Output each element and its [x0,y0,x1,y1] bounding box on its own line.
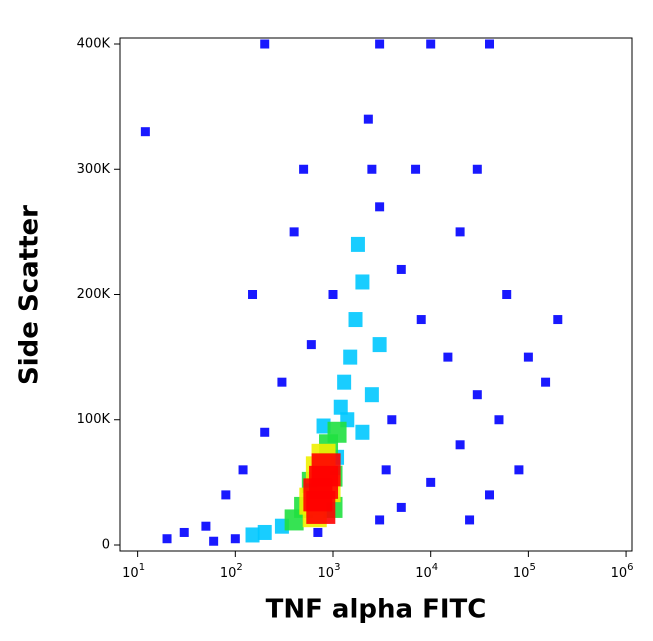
x-tick-label: 101 [122,562,145,581]
y-tick-label: 300K [77,162,111,177]
x-axis-title: TNF alpha FITC [266,595,487,625]
x-tick-base: 10 [122,566,139,581]
x-tick-label: 104 [415,562,438,581]
density-cell [162,534,172,544]
density-cell [502,290,512,299]
x-tick-power: 3 [334,562,340,573]
density-cell [355,424,370,440]
density-cell [375,202,385,212]
x-tick-label: 102 [220,562,243,581]
x-tick-power: 6 [627,562,633,573]
density-cell [494,415,504,425]
density-cell [553,315,563,325]
density-cell [472,390,482,400]
y-tick-label: 0 [102,537,110,552]
density-cell [387,415,397,425]
x-tick-base: 10 [220,566,237,581]
density-cell [299,164,309,174]
y-axis-title: Side Scatter [15,205,45,385]
density-cell [221,490,231,500]
density-cell [350,236,365,252]
density-cell [140,127,150,137]
density-cell [343,349,358,365]
density-cell [238,465,248,475]
density-cell [485,490,495,500]
plot-frame [119,37,633,552]
density-cell [328,290,338,299]
density-cell [363,114,373,124]
y-tick-label: 200K [77,287,111,302]
density-cells [140,39,563,546]
density-cell [337,374,352,390]
density-cell [364,387,379,403]
density-cell [348,312,363,328]
density-cell [201,521,211,531]
density-cell [289,227,299,237]
density-cell [313,527,323,537]
density-cell [277,377,287,387]
density-cell [372,337,387,353]
density-cell [257,524,272,540]
density-cell [245,527,260,543]
density-cell [230,534,240,544]
x-tick-label: 105 [513,562,536,581]
x-tick-label: 106 [611,562,634,581]
density-cell [523,352,533,362]
density-cell [455,440,465,450]
y-tick-label: 100K [77,412,111,427]
density-cell [311,453,341,487]
x-tick-power: 5 [529,562,535,573]
density-cell [248,290,258,299]
density-cell [306,490,336,524]
density-cell [485,39,495,49]
density-cell [416,315,426,325]
density-cell [514,465,524,475]
x-tick-label: 103 [318,562,341,581]
density-cell [284,509,304,531]
density-cell [306,340,316,350]
density-cell [426,39,436,49]
x-tick-base: 10 [513,566,530,581]
density-cell [333,399,348,415]
density-cell [411,164,421,174]
density-cell [426,477,436,487]
density-cell [443,352,453,362]
density-cell [209,536,219,546]
y-tick-label: 400K [77,37,111,52]
x-tick-base: 10 [318,566,335,581]
density-cell [179,527,189,537]
density-cell [472,164,482,174]
density-cell [396,264,406,274]
density-cell [260,39,270,49]
density-cell [375,39,385,49]
density-cell [465,515,475,525]
x-tick-power: 1 [139,562,145,573]
x-tick-base: 10 [611,566,628,581]
density-cell [355,274,370,290]
density-cell [327,421,347,443]
x-tick-base: 10 [415,566,432,581]
density-cell [541,377,551,387]
density-cell [396,502,406,512]
density-cell [455,227,465,237]
density-cell [260,427,270,437]
x-tick-power: 4 [432,562,438,573]
x-tick-power: 2 [236,562,242,573]
density-cell [375,515,385,525]
density-cell [381,465,391,475]
density-cell [316,418,331,434]
density-cell [367,164,377,174]
